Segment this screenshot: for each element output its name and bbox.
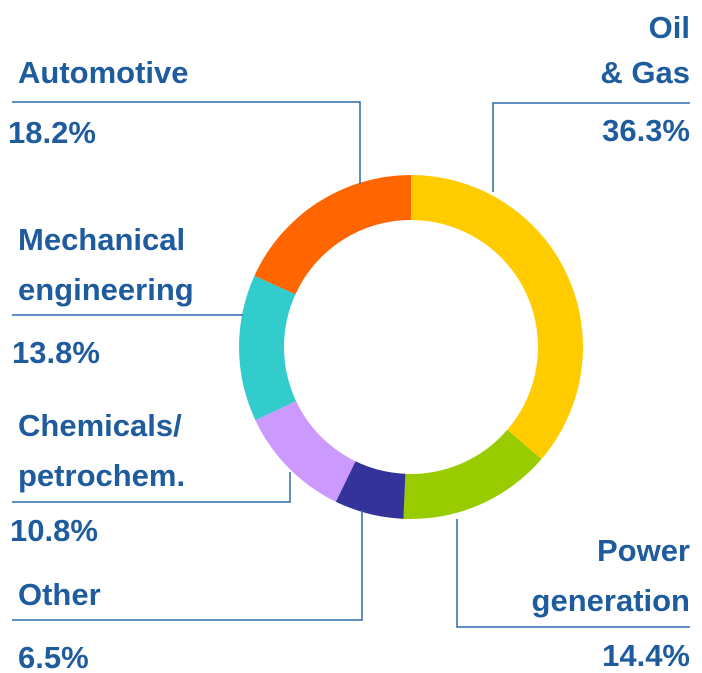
- leader-line: [12, 510, 363, 621]
- donut-slice: [335, 461, 406, 519]
- category-label: petrochem.: [18, 458, 185, 493]
- leader-line: [456, 519, 690, 628]
- value-label: 14.4%: [602, 638, 690, 673]
- donut-slice: [411, 175, 583, 460]
- category-label: Automotive: [18, 55, 189, 90]
- category-label: Mechanical: [18, 222, 185, 257]
- category-label: Oil: [649, 10, 690, 45]
- category-label: generation: [532, 583, 690, 618]
- value-label: 18.2%: [8, 115, 96, 150]
- leader-line: [12, 472, 291, 503]
- donut-slice: [238, 275, 297, 421]
- leader-line: [12, 101, 361, 184]
- category-label: Chemicals/: [18, 408, 182, 443]
- category-label: engineering: [18, 272, 194, 307]
- value-label: 6.5%: [18, 640, 89, 673]
- category-label: & Gas: [600, 55, 690, 90]
- value-label: 10.8%: [10, 513, 98, 548]
- donut-slice: [254, 175, 411, 295]
- donut-slice: [403, 429, 542, 520]
- donut-slice: [255, 401, 356, 502]
- value-label: 36.3%: [602, 113, 690, 148]
- leader-line: [492, 102, 690, 192]
- category-label: Other: [18, 577, 101, 612]
- value-label: 13.8%: [12, 335, 100, 370]
- category-label: Power: [597, 533, 690, 568]
